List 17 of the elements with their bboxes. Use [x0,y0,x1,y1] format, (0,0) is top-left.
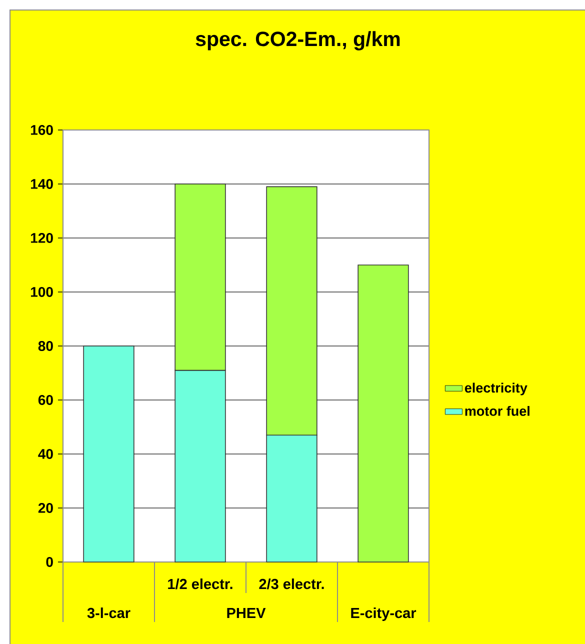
text: PHEV [227,608,266,618]
x-tick-label: 2/3 electr. [259,578,324,590]
y-tick-label: 160 [30,125,53,135]
x-tick-label: 3-l-car [87,607,130,618]
y-tick-label: 60 [38,395,53,405]
y-tick-label: 140 [30,179,53,189]
y-tick-label: 40 [38,449,53,459]
chart-title: spec. CO2-Em., g/km [196,31,400,50]
legend-label: motor fuel [465,406,530,416]
y-tick-label: 20 [38,503,53,513]
legend-label: electricity [464,382,528,396]
x-tick-label: 1/2 electr. [168,578,232,590]
x-tick-label: E-city-car [351,607,416,622]
y-tick-label: 120 [30,233,53,243]
y-tick-label: 80 [38,341,53,351]
y-tick-label: 0 [46,557,53,567]
y-tick-label: 100 [30,287,53,297]
